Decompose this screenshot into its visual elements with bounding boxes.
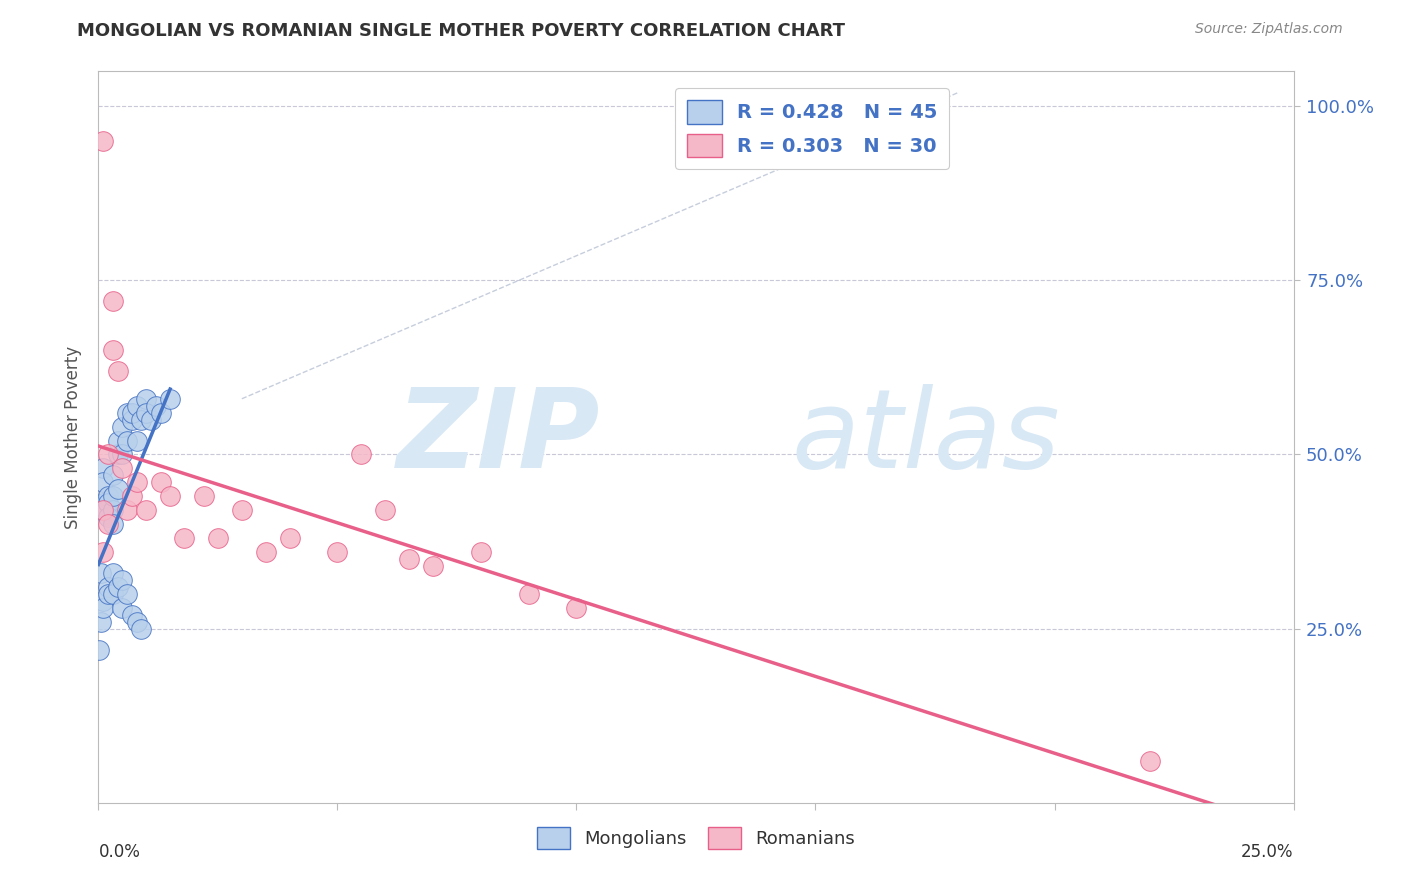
Point bbox=[101, 294, 124, 309]
Point bbox=[121, 406, 143, 420]
Point bbox=[231, 503, 253, 517]
Point bbox=[97, 517, 120, 532]
Point bbox=[115, 503, 138, 517]
Point bbox=[149, 475, 172, 490]
Point bbox=[107, 580, 129, 594]
Point bbox=[97, 580, 120, 594]
Point bbox=[193, 489, 215, 503]
Point bbox=[115, 587, 138, 601]
Point bbox=[91, 600, 114, 615]
Point bbox=[91, 134, 114, 148]
Point bbox=[565, 600, 588, 615]
Point bbox=[101, 517, 124, 532]
Point bbox=[107, 434, 129, 448]
Text: 25.0%: 25.0% bbox=[1241, 843, 1294, 861]
Point bbox=[101, 468, 124, 483]
Point bbox=[115, 434, 138, 448]
Point bbox=[131, 622, 153, 636]
Point bbox=[107, 483, 129, 497]
Point bbox=[422, 558, 444, 573]
Point bbox=[91, 496, 114, 510]
Point bbox=[517, 587, 540, 601]
Point bbox=[97, 496, 120, 510]
Point bbox=[326, 545, 349, 559]
Point bbox=[111, 461, 134, 475]
Point bbox=[121, 489, 143, 503]
Legend: Mongolians, Romanians: Mongolians, Romanians bbox=[530, 820, 862, 856]
Point bbox=[111, 419, 134, 434]
Point bbox=[97, 587, 120, 601]
Point bbox=[89, 642, 111, 657]
Point bbox=[91, 475, 114, 490]
Point bbox=[101, 566, 124, 580]
Point bbox=[111, 573, 134, 587]
Point bbox=[97, 510, 120, 524]
Point bbox=[101, 343, 124, 357]
Point bbox=[254, 545, 277, 559]
Point bbox=[350, 448, 373, 462]
Text: ZIP: ZIP bbox=[396, 384, 600, 491]
Point bbox=[94, 503, 117, 517]
Point bbox=[111, 448, 134, 462]
Point bbox=[101, 489, 124, 503]
Point bbox=[135, 392, 157, 406]
Point bbox=[374, 503, 396, 517]
Point bbox=[91, 594, 114, 608]
Point bbox=[145, 399, 167, 413]
Text: 0.0%: 0.0% bbox=[98, 843, 141, 861]
Point bbox=[139, 412, 162, 426]
Point bbox=[97, 448, 120, 462]
Point bbox=[470, 545, 492, 559]
Text: MONGOLIAN VS ROMANIAN SINGLE MOTHER POVERTY CORRELATION CHART: MONGOLIAN VS ROMANIAN SINGLE MOTHER POVE… bbox=[77, 22, 845, 40]
Point bbox=[135, 503, 157, 517]
Point bbox=[111, 600, 134, 615]
Point bbox=[207, 531, 229, 545]
Point bbox=[125, 475, 148, 490]
Point bbox=[101, 503, 124, 517]
Point bbox=[107, 448, 129, 462]
Point bbox=[173, 531, 195, 545]
Point bbox=[125, 434, 148, 448]
Point bbox=[398, 552, 420, 566]
Point bbox=[159, 489, 181, 503]
Point bbox=[90, 615, 112, 629]
Y-axis label: Single Mother Poverty: Single Mother Poverty bbox=[65, 345, 83, 529]
Point bbox=[131, 412, 153, 426]
Point bbox=[1139, 754, 1161, 768]
Point bbox=[121, 412, 143, 426]
Point bbox=[125, 399, 148, 413]
Point bbox=[121, 607, 143, 622]
Text: atlas: atlas bbox=[792, 384, 1060, 491]
Point bbox=[125, 615, 148, 629]
Point bbox=[159, 392, 181, 406]
Point bbox=[149, 406, 172, 420]
Point bbox=[101, 587, 124, 601]
Point bbox=[278, 531, 301, 545]
Point bbox=[91, 503, 114, 517]
Point bbox=[97, 489, 120, 503]
Point bbox=[107, 364, 129, 378]
Point bbox=[91, 461, 114, 475]
Text: Source: ZipAtlas.com: Source: ZipAtlas.com bbox=[1195, 22, 1343, 37]
Point bbox=[115, 406, 138, 420]
Point bbox=[91, 545, 114, 559]
Point bbox=[90, 566, 112, 580]
Point bbox=[135, 406, 157, 420]
